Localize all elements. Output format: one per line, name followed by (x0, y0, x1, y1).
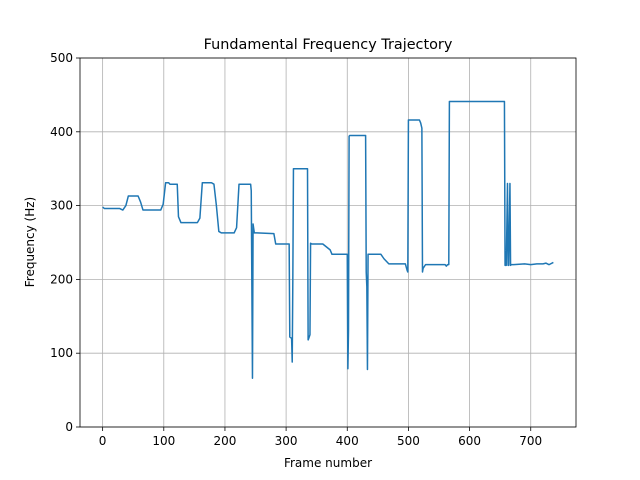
chart-title: Fundamental Frequency Trajectory (204, 37, 453, 53)
x-tick-label: 200 (213, 434, 236, 448)
y-tick-label: 0 (65, 420, 73, 434)
x-tick-label: 300 (275, 434, 298, 448)
x-tick-label: 500 (397, 434, 420, 448)
y-tick-label: 100 (50, 346, 73, 360)
x-tick-label: 100 (152, 434, 175, 448)
y-tick-label: 500 (50, 51, 73, 65)
y-tick-label: 400 (50, 125, 73, 139)
data-line (102, 100, 554, 380)
x-axis-label: Frame number (284, 456, 372, 470)
plot-frame (79, 57, 577, 428)
y-axis-label: Frequency (Hz) (23, 197, 37, 288)
y-tick-label: 200 (50, 272, 73, 286)
x-tick-label: 0 (99, 434, 107, 448)
y-tick-label: 300 (50, 199, 73, 213)
x-tick-label: 700 (519, 434, 542, 448)
x-tick-label: 600 (458, 434, 481, 448)
x-tick-label: 400 (336, 434, 359, 448)
